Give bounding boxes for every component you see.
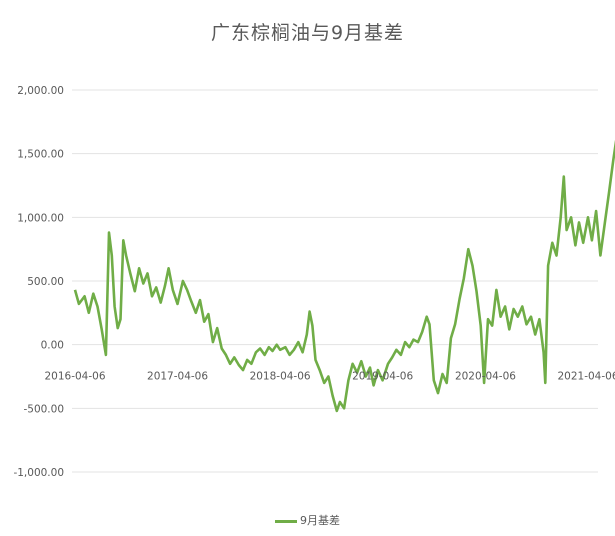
x-tick-label: 2020-04-06 <box>455 371 516 383</box>
y-axis-ticks: 2,000.00 1,500.00 1,000.00 500.00 0.00 -500.0… <box>13 85 64 479</box>
x-tick-label: 2016-04-06 <box>44 371 105 383</box>
series-line <box>73 140 615 413</box>
x-tick-label: 2017-04-06 <box>147 371 208 383</box>
x-axis-ticks: 2016-04-06 2017-04-06 2018-04-06 2019-04-06… <box>44 371 615 383</box>
gridlines <box>72 89 598 473</box>
x-tick-label: 2018-04-06 <box>250 371 311 383</box>
y-tick-label: 2,000.00 <box>17 85 64 97</box>
y-tick-label: 1,000.00 <box>17 212 64 224</box>
legend-label: 9月基差 <box>300 514 340 527</box>
y-tick-label: 0.00 <box>41 340 64 352</box>
x-tick-label: 2021-04-06 <box>557 371 615 383</box>
y-tick-label: -1,000.00 <box>13 467 64 479</box>
chart-title: 广东棕榈油与9月基差 <box>210 22 405 44</box>
legend-swatch-icon <box>275 519 297 523</box>
y-tick-label: 500.00 <box>27 276 64 288</box>
y-tick-label: 1,500.00 <box>17 149 64 161</box>
y-tick-label: -500.00 <box>23 403 64 415</box>
x-tick-label: 2019-04-06 <box>352 371 413 383</box>
legend: 9月基差 <box>0 512 615 528</box>
series-layer <box>73 140 615 413</box>
